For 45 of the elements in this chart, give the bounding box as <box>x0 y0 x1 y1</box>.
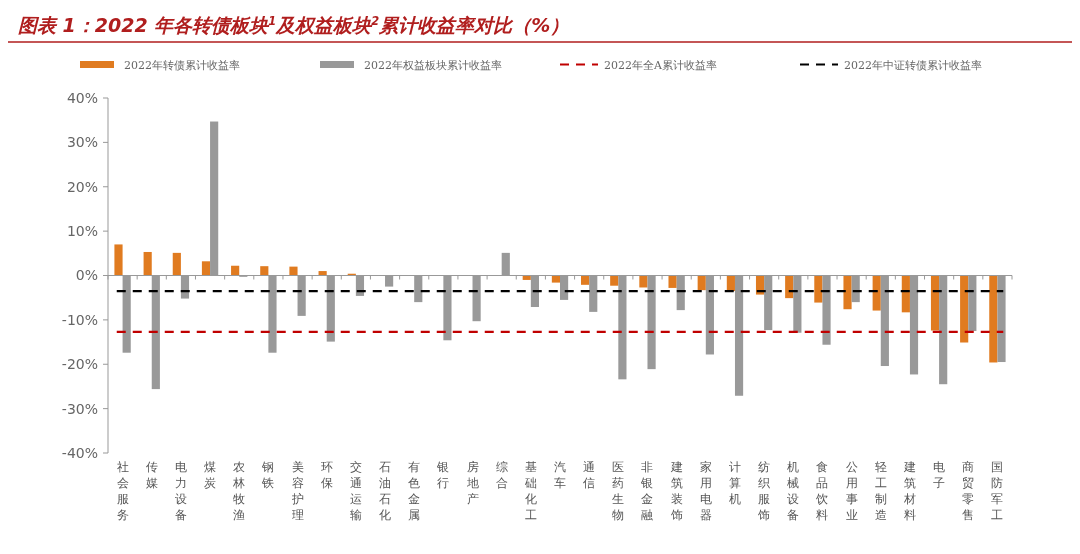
x-tick-label: 轻工制造 <box>874 460 887 522</box>
x-tick-label: 纺织服饰 <box>757 460 771 522</box>
x-tick-label: 通信 <box>583 460 596 490</box>
y-tick-label: 10% <box>66 223 98 240</box>
x-tick-label: 农林牧渔 <box>232 460 246 522</box>
y-tick-label: -20% <box>61 356 98 373</box>
x-tick-label: 美容护理 <box>290 460 304 522</box>
y-tick-label: -30% <box>61 400 98 417</box>
legend-label: 2022年权益板块累计收益率 <box>364 59 502 72</box>
y-tick-label: 30% <box>66 134 98 151</box>
x-tick-label: 银行 <box>436 460 450 490</box>
x-tick-label: 国防军工 <box>991 460 1004 522</box>
legend-label: 2022年转债累计收益率 <box>124 59 240 72</box>
x-tick-label: 煤炭 <box>204 460 217 490</box>
y-tick-label: -10% <box>61 311 98 328</box>
x-tick-label: 汽车 <box>554 460 566 490</box>
x-tick-label: 公用事业 <box>845 460 858 522</box>
y-tick-label: 20% <box>66 178 98 195</box>
x-tick-label: 商贸零售 <box>962 460 975 522</box>
x-tick-label: 房地产 <box>465 460 479 506</box>
x-tick-label: 电子 <box>933 460 946 490</box>
legend-label: 2022年全A累计收益率 <box>604 59 717 72</box>
x-tick-label: 社会服务 <box>116 460 129 522</box>
x-tick-label: 基础化工 <box>523 460 537 522</box>
x-tick-label: 有色金属 <box>408 460 421 522</box>
x-tick-label: 机械设备 <box>787 460 800 522</box>
x-tick-label: 综合 <box>495 460 508 490</box>
x-tick-label: 计算机 <box>728 460 741 506</box>
y-tick-label: 0% <box>75 267 98 284</box>
x-tick-label: 钢铁 <box>261 460 275 490</box>
chart-title: 图表 1：2022 年各转债板块$^{1}$及权益板块$^{2}$累计收益率对比（%） <box>18 14 570 36</box>
x-tick-label: 非银金融 <box>640 460 654 522</box>
x-tick-label: 环保 <box>320 460 333 490</box>
x-tick-label: 医药生物 <box>612 460 625 522</box>
x-tick-label: 建筑材料 <box>902 460 916 522</box>
x-tick-label: 传媒 <box>145 460 158 490</box>
x-tick-label: 交通运输 <box>349 460 362 522</box>
legend-label: 2022年中证转债累计收益率 <box>844 59 982 72</box>
y-tick-label: -40% <box>61 444 98 461</box>
x-tick-label: 家用电器 <box>699 460 712 522</box>
x-tick-label: 建筑装饰 <box>669 460 683 522</box>
y-tick-label: 40% <box>66 89 98 106</box>
x-tick-label: 食品饮料 <box>815 460 829 522</box>
x-tick-label: 电力设备 <box>174 460 187 522</box>
x-tick-label: 石油石化 <box>379 460 392 522</box>
